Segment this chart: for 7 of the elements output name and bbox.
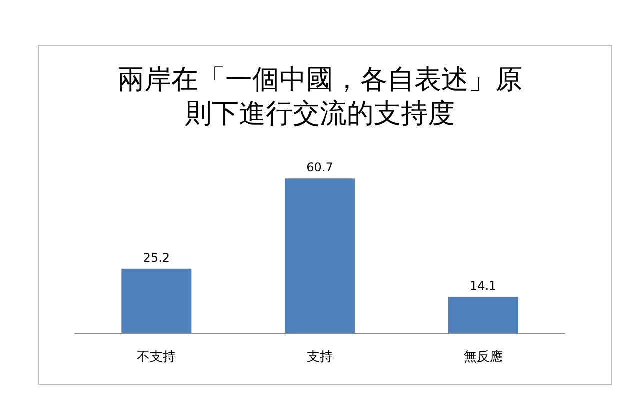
x-tick-label: 無反應 (464, 350, 503, 365)
data-label: 60.7 (306, 160, 334, 175)
data-label: 25.2 (143, 250, 170, 265)
data-label: 14.1 (470, 279, 497, 294)
x-tick-label: 支持 (307, 350, 333, 365)
chart-title: 兩岸在「一個中國，各自表述」原則下進行交流的支持度 (118, 64, 522, 130)
x-tick-label: 不支持 (137, 350, 176, 365)
